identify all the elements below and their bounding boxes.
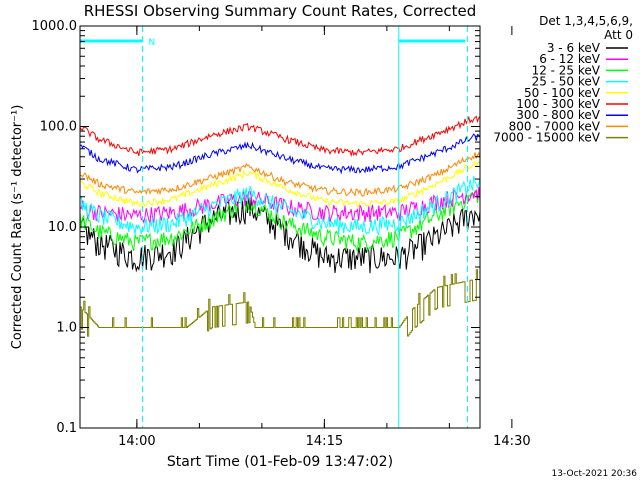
x-tick-label: 14:30 <box>493 434 530 449</box>
legend-header-line-1: Det 1,3,4,5,6,9, <box>539 14 633 28</box>
series-line-1 <box>79 186 481 225</box>
legend-label: 800 - 7000 keV <box>509 119 601 133</box>
chart-title: RHESSI Observing Summary Count Rates, Co… <box>84 2 477 20</box>
axis-group: 1000.0100.010.01.00.114:0014:1514:3014:4… <box>32 19 531 449</box>
series-group <box>79 115 481 337</box>
series-line-0 <box>79 196 481 274</box>
legend-label: 7000 - 15000 keV <box>493 131 600 145</box>
series-line-6 <box>79 133 481 175</box>
series-line-5 <box>79 115 481 158</box>
y-tick-label: 1.0 <box>56 321 77 336</box>
series-line-4 <box>79 159 481 208</box>
y-tick-label: 10.0 <box>48 220 77 235</box>
series-line-8 <box>80 269 481 337</box>
legend-header-line-2: Att 0 <box>604 28 633 42</box>
x-tick-label: 14:15 <box>306 434 343 449</box>
y-tick-label: 1000.0 <box>32 19 78 34</box>
timestamp: 13-Oct-2021 20:36 <box>552 469 638 479</box>
series-line-7 <box>79 151 481 197</box>
legend-label: 100 - 300 keV <box>516 97 600 111</box>
legend-label: 12 - 25 keV <box>532 63 601 77</box>
legend-label: 3 - 6 keV <box>547 41 601 55</box>
night-flag-label: N <box>149 38 156 48</box>
legend-label: 6 - 12 keV <box>539 52 601 66</box>
legend-label: 300 - 800 keV <box>516 108 600 122</box>
y-axis-label: Corrected Count Rate (s⁻¹ detector⁻¹) <box>10 105 25 350</box>
series-line-3 <box>79 175 481 237</box>
y-tick-label: 0.1 <box>56 421 77 436</box>
x-axis-label: Start Time (01-Feb-09 13:47:02) <box>167 454 393 470</box>
legend-label: 50 - 100 keV <box>524 86 601 100</box>
legend-label: 25 - 50 keV <box>532 75 601 89</box>
series-line-2 <box>79 190 481 253</box>
x-tick-label: 14:00 <box>118 434 155 449</box>
y-tick-label: 100.0 <box>40 120 77 135</box>
